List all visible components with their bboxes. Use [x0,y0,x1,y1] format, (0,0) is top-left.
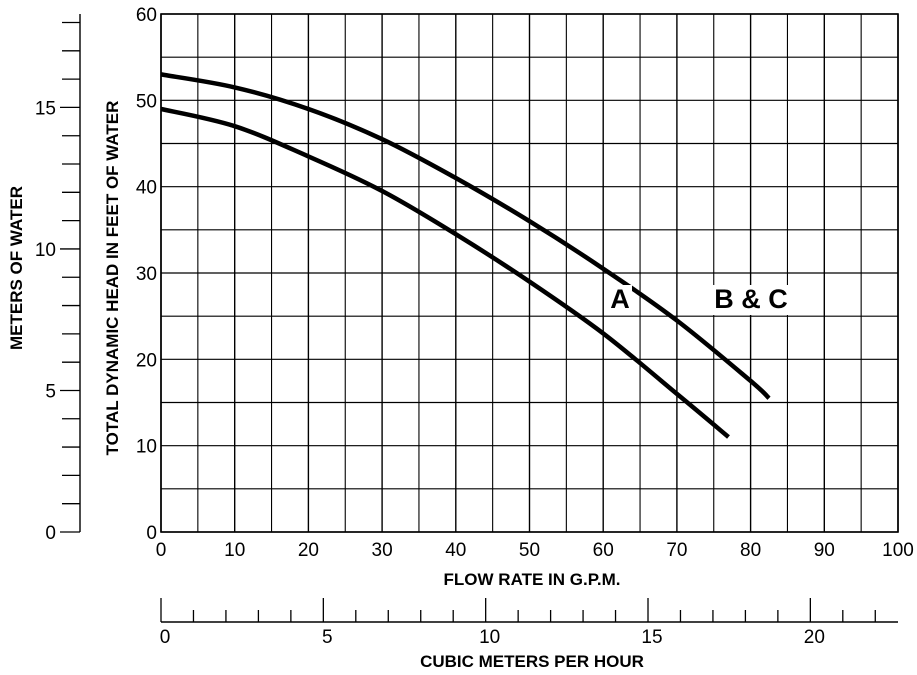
x-tick-label: 90 [814,540,835,561]
series-line-a [160,106,730,439]
y-tick-label: 0 [146,523,157,544]
grid [60,13,899,623]
x-tick-label: 70 [666,540,687,561]
x-tick-label: 100 [882,540,914,561]
secondary-y-axis-title: METERS OF WATER [7,186,26,350]
secondary-x-tick-label: 10 [479,627,500,648]
x-tick-label: 60 [593,540,614,561]
y-tick-label: 40 [136,178,157,199]
secondary-x-tick-label: 20 [804,627,825,648]
x-tick-label: 80 [740,540,761,561]
curves [160,72,771,439]
x-tick-label: 0 [156,540,167,561]
y-tick-label: 60 [136,5,157,26]
y-tick-label: 50 [136,91,157,112]
x-tick-label: 50 [519,540,540,561]
secondary-x-axis-title: CUBIC METERS PER HOUR [420,652,644,671]
y-tick-label: 10 [136,437,157,458]
secondary-y-tick-label: 5 [45,381,56,402]
secondary-x-tick-label: 0 [160,627,171,648]
x-tick-label: 20 [298,540,319,561]
y-tick-label: 20 [136,350,157,371]
secondary-y-tick-label: 10 [35,240,56,261]
secondary-x-tick-label: 15 [641,627,662,648]
curve-label-a: A [610,284,630,314]
secondary-y-tick-label: 0 [45,523,56,544]
y-axis-title: TOTAL DYNAMIC HEAD IN FEET OF WATER [103,101,122,456]
secondary-y-tick-label: 15 [35,98,56,119]
x-axis-title: FLOW RATE IN G.P.M. [444,570,621,589]
curve-label-bc: B & C [714,284,788,314]
x-tick-label: 10 [224,540,245,561]
curve-labels: A B & C [608,284,792,315]
y-tick-label: 30 [136,264,157,285]
curve-label-a-bg [608,285,632,315]
series-line-bc [160,72,771,400]
x-tick-label: 40 [445,540,466,561]
x-tick-label: 30 [372,540,393,561]
plot-frame [160,13,899,533]
curve-label-bc-bg [710,285,792,315]
secondary-x-tick-label: 5 [322,627,333,648]
